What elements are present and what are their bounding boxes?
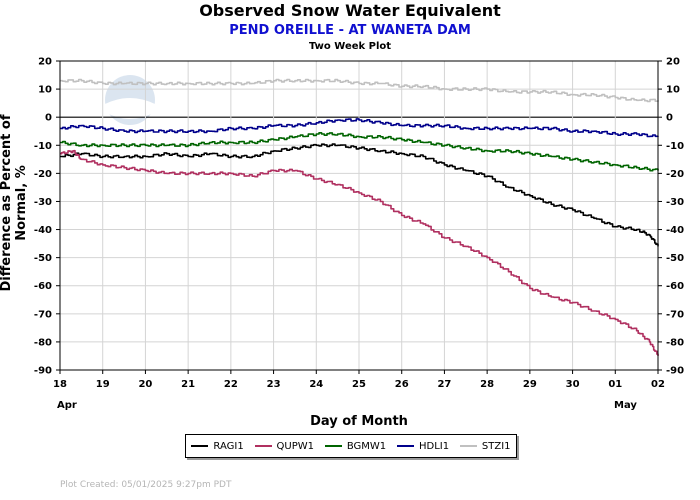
x-tick-label: 02 [651,379,665,390]
x-tick-label: 24 [309,379,323,390]
x-tick-label: 20 [138,379,152,390]
y-tick-label-right: 20 [666,57,680,68]
y-tick-label-left: -40 [34,225,52,236]
y-tick-label-right: -80 [666,337,684,348]
x-tick-label: 25 [352,379,366,390]
x-tick-label: 22 [224,379,238,390]
legend-label: RAGI1 [213,440,244,452]
series-line-bgmw1 [60,132,659,172]
y-tick-label-right: -90 [666,366,684,377]
chart-legend: RAGI1 QUPW1 BGMW1 HDLI1 STZI1 [185,434,517,458]
y-tick-label-right: -40 [666,225,684,236]
y-tick-label-left: 0 [45,113,52,124]
legend-label: QUPW1 [276,440,314,452]
y-tick-label-right: -20 [666,169,684,180]
y-tick-label-left: 20 [38,57,52,68]
legend-item-hdli1: HDLI1 [396,440,450,452]
y-tick-label-left: -50 [34,253,52,264]
x-tick-label: 23 [267,379,281,390]
x-tick-label: 28 [480,379,494,390]
y-tick-label-left: -60 [34,281,52,292]
legend-item-bgmw1: BGMW1 [324,440,387,452]
legend-swatch [396,445,414,447]
y-tick-label-left: -10 [34,141,52,152]
plot-type-label: Two Week Plot [308,41,392,52]
x-tick-label: 30 [566,379,580,390]
x-axis-label: Day of Month [310,414,408,429]
plot-created-timestamp: Plot Created: 05/01/2025 9:27pm PDT [60,480,232,490]
x-tick-label: 21 [181,379,195,390]
legend-swatch [459,445,477,447]
y-tick-label-right: -60 [666,281,684,292]
x-tick-label: 26 [395,379,409,390]
series-line-qupw1 [60,149,659,356]
legend-label: BGMW1 [346,440,387,452]
legend-label: STZI1 [481,440,511,452]
month-label-apr: Apr [57,400,77,411]
series-line-hdli1 [60,118,659,138]
y-tick-label-left: -80 [34,337,52,348]
y-tick-label-right: -10 [666,141,684,152]
month-label-may: May [614,400,637,411]
y-tick-label-right: 10 [666,85,680,96]
series-line-ragi1 [60,143,659,247]
legend-swatch [191,445,209,447]
legend-swatch [254,445,272,447]
y-tick-label-left: -20 [34,169,52,180]
noaa-logo [105,75,155,125]
legend-item-ragi1: RAGI1 [191,440,244,452]
legend-item-stzi1: STZI1 [459,440,511,452]
legend-label: HDLI1 [418,440,450,452]
legend-swatch [324,445,342,447]
legend-item-qupw1: QUPW1 [254,440,314,452]
x-tick-label: 29 [523,379,537,390]
y-tick-label-left: 10 [38,85,52,96]
y-tick-label-right: -70 [666,309,684,320]
x-tick-label: 01 [608,379,622,390]
y-tick-label-left: -70 [34,309,52,320]
y-tick-label-left: -30 [34,197,52,208]
chart-title: Observed Snow Water Equivalent [199,1,501,20]
chart-subtitle: PEND OREILLE - AT WANETA DAM [229,23,471,38]
series-line-stzi1 [60,78,659,103]
x-tick-label: 19 [96,379,110,390]
y-tick-label-right: 0 [666,113,673,124]
y-tick-label-right: -50 [666,253,684,264]
y-tick-label-left: -90 [34,366,52,377]
y-tick-label-right: -30 [666,197,684,208]
x-tick-label: 27 [437,379,451,390]
x-tick-label: 18 [53,379,67,390]
y-axis-label: Difference as Percent of Normal, % [0,114,29,292]
